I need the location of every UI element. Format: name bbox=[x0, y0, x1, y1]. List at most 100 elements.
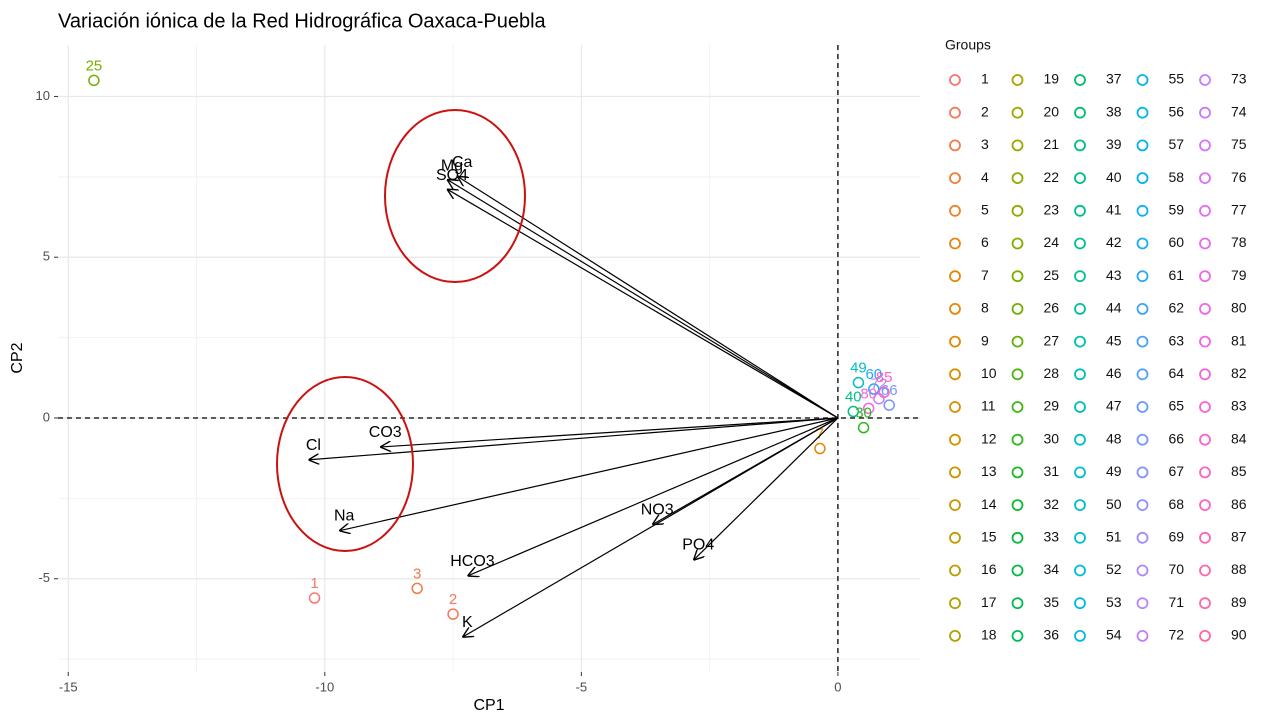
legend-symbol bbox=[949, 466, 961, 479]
point bbox=[308, 592, 321, 604]
legend-symbol bbox=[1199, 139, 1211, 152]
loading-arrow bbox=[694, 417, 839, 559]
legend-label: 27 bbox=[1044, 332, 1060, 348]
legend-symbol bbox=[1011, 270, 1024, 283]
legend-label: 21 bbox=[1044, 136, 1060, 152]
legend-symbol bbox=[1074, 630, 1086, 642]
y-tick-label: -5 bbox=[38, 570, 50, 585]
legend-label: 86 bbox=[1231, 496, 1247, 512]
point-label: 85 bbox=[876, 369, 893, 386]
legend-symbol bbox=[1074, 433, 1086, 446]
legend-symbol bbox=[1199, 597, 1211, 610]
legend-label: 19 bbox=[1044, 71, 1060, 87]
point-label: 3 bbox=[413, 565, 421, 582]
legend-label: 26 bbox=[1044, 300, 1060, 316]
legend-symbol bbox=[949, 401, 961, 413]
legend-label: 62 bbox=[1169, 300, 1185, 316]
legend-symbol bbox=[1011, 204, 1024, 217]
legend-label: 16 bbox=[981, 561, 997, 577]
legend-label: 59 bbox=[1169, 202, 1185, 218]
legend-label: 10 bbox=[981, 365, 997, 381]
legend-symbol bbox=[1199, 237, 1211, 250]
legend-symbol bbox=[1136, 368, 1149, 381]
point-label: 25 bbox=[86, 57, 103, 74]
legend-label: 47 bbox=[1106, 398, 1122, 414]
legend-label: 20 bbox=[1044, 103, 1060, 119]
loading-label: HCO3 bbox=[450, 553, 495, 570]
legend-label: 63 bbox=[1169, 332, 1185, 348]
legend-label: 40 bbox=[1106, 169, 1122, 185]
legend-label: 89 bbox=[1231, 594, 1247, 610]
legend-symbol bbox=[1011, 106, 1024, 119]
legend-symbol bbox=[1136, 74, 1149, 86]
legend-symbol bbox=[1074, 564, 1086, 577]
legend-label: 53 bbox=[1106, 594, 1122, 610]
legend-symbol bbox=[1199, 270, 1211, 283]
legend-label: 56 bbox=[1169, 103, 1185, 119]
legend-symbol bbox=[1136, 531, 1149, 544]
legend-symbol bbox=[1136, 466, 1149, 479]
legend-symbol bbox=[1074, 139, 1086, 152]
legend-symbol bbox=[1136, 597, 1149, 610]
point-label: 72 bbox=[871, 376, 888, 393]
legend-label: 80 bbox=[1231, 300, 1247, 316]
legend-label: 52 bbox=[1106, 561, 1122, 577]
legend-symbol bbox=[1136, 172, 1149, 185]
legend-label: 23 bbox=[1044, 202, 1060, 218]
legend-symbol bbox=[1011, 531, 1024, 544]
legend-label: 83 bbox=[1231, 398, 1247, 414]
point-label: 40 bbox=[845, 389, 862, 406]
legend-symbol bbox=[1074, 368, 1086, 381]
loading-arrow bbox=[468, 417, 839, 576]
loading-label: CO3 bbox=[369, 424, 402, 441]
legend-symbol bbox=[1011, 401, 1024, 413]
legend-label: 76 bbox=[1231, 169, 1247, 185]
y-tick-label: 10 bbox=[36, 88, 50, 103]
legend-symbol bbox=[1199, 531, 1211, 544]
legend-label: 60 bbox=[1169, 234, 1185, 250]
legend-label: 30 bbox=[1044, 430, 1060, 446]
point bbox=[857, 421, 870, 434]
legend-label: 58 bbox=[1169, 169, 1185, 185]
legend-symbol bbox=[1199, 172, 1211, 185]
point-label: 30 bbox=[855, 405, 872, 422]
legend-label: 49 bbox=[1106, 463, 1122, 479]
legend-symbol bbox=[1011, 630, 1024, 642]
point-label: 80 bbox=[860, 385, 877, 402]
legend-label: 38 bbox=[1106, 103, 1122, 119]
legend-symbol bbox=[1199, 433, 1211, 446]
legend-label: 88 bbox=[1231, 561, 1247, 577]
legend-label: 67 bbox=[1169, 463, 1185, 479]
legend-symbol bbox=[1011, 597, 1024, 610]
loading-arrow bbox=[309, 417, 838, 460]
point-label: 60 bbox=[865, 366, 882, 383]
legend-symbol bbox=[1199, 564, 1211, 577]
legend-label: 41 bbox=[1106, 202, 1122, 218]
legend-label: 4 bbox=[981, 169, 989, 185]
legend-label: 18 bbox=[981, 627, 997, 643]
x-tick-label: -10 bbox=[315, 679, 334, 694]
legend-label: 31 bbox=[1044, 463, 1060, 479]
loading-label: NO3 bbox=[641, 501, 674, 518]
legend-label: 29 bbox=[1044, 398, 1060, 414]
y-axis-title: CP2 bbox=[9, 342, 26, 373]
legend-symbol bbox=[949, 74, 961, 86]
legend-symbol bbox=[1074, 270, 1086, 283]
legend-label: 90 bbox=[1231, 627, 1247, 643]
legend-symbol bbox=[1074, 74, 1086, 86]
legend-symbol bbox=[1011, 466, 1024, 479]
legend-symbol bbox=[1074, 106, 1086, 119]
legend-symbol bbox=[1074, 466, 1086, 479]
x-tick-label: -5 bbox=[576, 679, 588, 694]
point-label: 7 bbox=[816, 425, 824, 442]
legend-symbol bbox=[1011, 433, 1024, 446]
x-tick-label: 0 bbox=[834, 679, 841, 694]
loading-label: Mg bbox=[441, 157, 463, 174]
legend-label: 33 bbox=[1044, 529, 1060, 545]
loading-label: SO4 bbox=[436, 167, 468, 184]
legend-label: 46 bbox=[1106, 365, 1122, 381]
legend-label: 48 bbox=[1106, 430, 1122, 446]
point bbox=[411, 582, 423, 595]
